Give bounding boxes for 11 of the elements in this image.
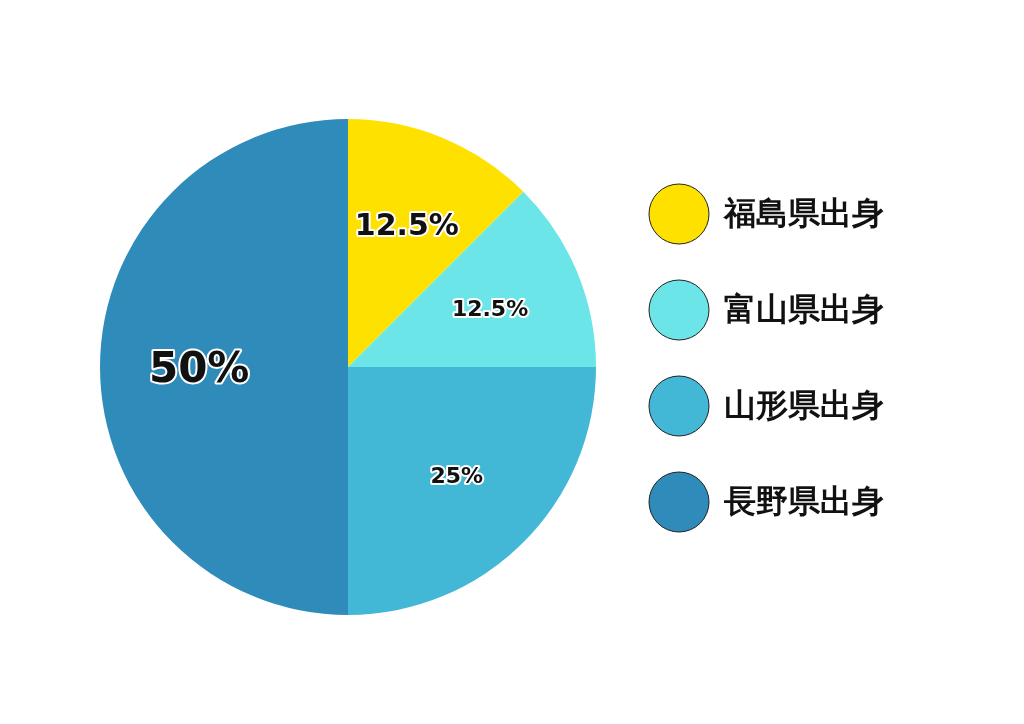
pie-slice [348, 191, 596, 367]
legend-label: 山形県出身 [724, 385, 884, 426]
legend-label: 福島県出身 [724, 193, 884, 234]
pie-slice [348, 367, 596, 615]
data-label: 12.5% [451, 295, 529, 321]
data-label: 12.5% [354, 207, 459, 243]
legend-label: 富山県出身 [724, 289, 884, 330]
legend-label: 長野県出身 [724, 481, 884, 522]
data-label: 25% [430, 463, 484, 489]
data-label: 50% [148, 342, 250, 392]
pie-slice [100, 119, 348, 615]
